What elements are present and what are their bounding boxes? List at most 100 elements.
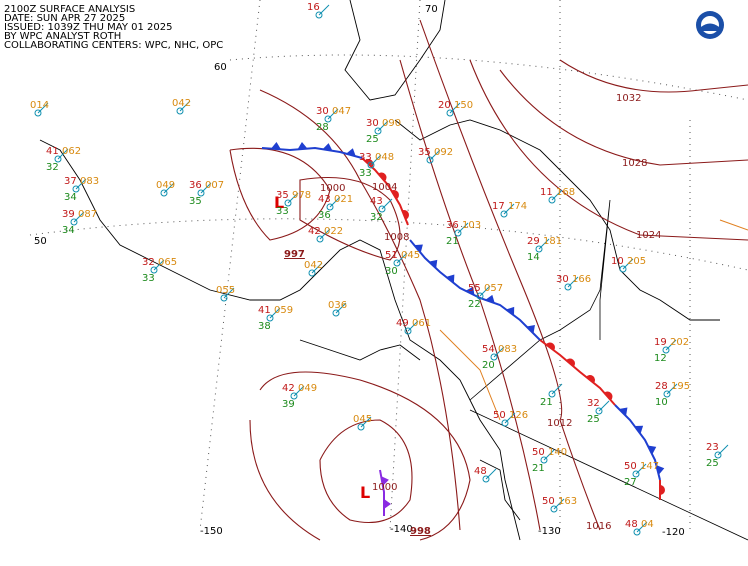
wind-barb: [553, 498, 565, 510]
wind-barb: [636, 521, 648, 533]
isobar-label: 1008: [384, 232, 409, 243]
station-marker: [284, 199, 292, 207]
header-line: ISSUED: 1039Z THU MAY 01 2025: [4, 22, 172, 33]
station-marker: [378, 205, 386, 213]
station-temperature: 50: [624, 461, 637, 472]
station-temperature: 30: [556, 274, 569, 285]
header-line: 2100Z SURFACE ANALYSIS: [4, 4, 135, 15]
station-marker: [367, 161, 375, 169]
warm-front-pip: [402, 210, 409, 220]
station-marker: [633, 528, 641, 536]
wind-barb: [485, 468, 497, 480]
wind-barb: [37, 102, 49, 114]
station-marker: [220, 294, 228, 302]
grid-label: -150: [200, 526, 223, 537]
station-pressure: 022: [324, 226, 343, 237]
wind-barb: [73, 211, 85, 223]
station-pressure: 163: [558, 496, 577, 507]
header: 2100Z SURFACE ANALYSIS DATE: SUN APR 27 …: [4, 4, 223, 51]
wind-barb: [287, 192, 299, 204]
station-marker: [548, 390, 556, 398]
station-temperature: 50: [532, 447, 545, 458]
station-pressure: 140: [548, 447, 567, 458]
isobar-label: 1004: [372, 182, 397, 193]
wind-barb: [407, 320, 419, 332]
warm-front-pip: [566, 358, 575, 367]
station-dewpoint: 21: [540, 397, 553, 408]
station-temperature: 36: [446, 220, 459, 231]
station-dewpoint: 36: [318, 210, 331, 221]
wind-barb: [396, 252, 408, 264]
wind-barb: [503, 203, 515, 215]
fronts: [261, 142, 665, 516]
station-pressure: 166: [572, 274, 591, 285]
wind-barb: [319, 228, 331, 240]
wind-barb: [153, 259, 165, 271]
station-temperature: 49: [396, 318, 409, 329]
wind-barb: [449, 102, 461, 114]
station-temperature: 37: [64, 176, 77, 187]
wind-barb: [622, 258, 634, 270]
station-temperature: 51: [385, 250, 398, 261]
wind-barb: [567, 276, 579, 288]
station-temperature: 39: [62, 209, 75, 220]
grid-label: -130: [538, 526, 561, 537]
lat-lon-lines: [29, 0, 748, 531]
station-marker: [595, 407, 603, 415]
station-temperature: 42: [308, 226, 321, 237]
station-temperature: 54: [482, 344, 495, 355]
cold-front-pip: [297, 142, 308, 150]
wind-barb: [318, 4, 330, 16]
station-marker: [662, 346, 670, 354]
station-marker: [326, 203, 334, 211]
station-pressure: 055: [216, 285, 235, 296]
troughs: [439, 219, 748, 421]
header-line: DATE: SUN APR 27 2025: [4, 13, 125, 24]
station-temperature: 50: [542, 496, 555, 507]
station-temperature: 41: [258, 305, 271, 316]
station-pressure: 042: [172, 98, 191, 109]
wind-barb: [311, 262, 323, 274]
front-line: [361, 157, 409, 226]
station-temperature: 43: [318, 194, 331, 205]
station-marker: [266, 314, 274, 322]
station-marker: [54, 155, 62, 163]
station-pressure: 021: [334, 194, 353, 205]
station-marker: [374, 127, 382, 135]
station-pressure: 181: [543, 236, 562, 247]
station-pressure: 014: [30, 100, 49, 111]
station-pressure: 126: [509, 410, 528, 421]
station-dewpoint: 35: [189, 196, 202, 207]
station-marker: [160, 189, 168, 197]
cold-front-pip: [271, 142, 281, 150]
wind-barb: [75, 178, 87, 190]
isobar-label: 1000: [372, 482, 397, 493]
wind-barb: [329, 196, 341, 208]
wind-barb: [377, 120, 389, 132]
cold-front-pip: [634, 425, 644, 434]
station-temperature: 48: [625, 519, 638, 530]
station-pressure: 062: [62, 146, 81, 157]
station-dewpoint: 10: [655, 397, 668, 408]
low-center: L: [274, 193, 284, 212]
station-marker: [34, 109, 42, 117]
isobar-label: 1012: [547, 418, 572, 429]
isobar-label: 997: [284, 249, 305, 260]
cold-front-pip: [384, 499, 391, 509]
station-pressure: 049: [156, 180, 175, 191]
station-marker: [548, 196, 556, 204]
station-temperature: 42: [282, 383, 295, 394]
warm-front-pip: [378, 172, 387, 182]
station-pressure: 047: [332, 106, 351, 117]
wind-barb: [200, 182, 212, 194]
station-dewpoint: 25: [366, 134, 379, 145]
station-temperature: 35: [276, 190, 289, 201]
station-dewpoint: 30: [385, 266, 398, 277]
station-marker: [500, 210, 508, 218]
cold-front-pip: [414, 244, 423, 253]
wind-barb: [269, 307, 281, 319]
wind-barb: [360, 416, 372, 428]
cold-front-pip: [446, 274, 455, 284]
